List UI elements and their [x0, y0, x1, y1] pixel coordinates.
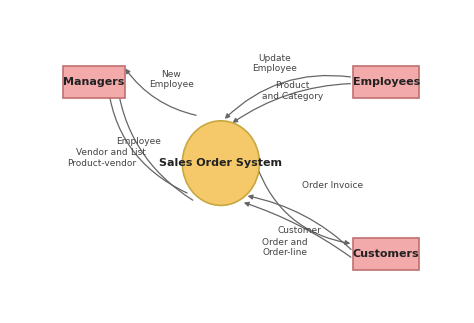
Ellipse shape [182, 121, 259, 205]
Text: Update
Employee: Update Employee [252, 54, 297, 73]
FancyBboxPatch shape [353, 66, 419, 99]
Text: New
Employee: New Employee [149, 70, 194, 89]
Text: Sales Order System: Sales Order System [159, 158, 283, 168]
Text: Order Invoice: Order Invoice [302, 181, 364, 190]
Text: Product
and Category: Product and Category [262, 81, 323, 101]
Text: Customer: Customer [278, 226, 322, 235]
FancyBboxPatch shape [63, 66, 125, 99]
Text: Employees: Employees [353, 77, 420, 87]
FancyBboxPatch shape [353, 238, 419, 270]
Text: Managers: Managers [64, 77, 125, 87]
Text: Employee
List: Employee List [116, 137, 161, 157]
Text: Customers: Customers [353, 249, 419, 259]
Text: Order and
Order-line: Order and Order-line [262, 238, 308, 257]
Text: Vendor and
Product-vendor: Vendor and Product-vendor [67, 149, 136, 168]
